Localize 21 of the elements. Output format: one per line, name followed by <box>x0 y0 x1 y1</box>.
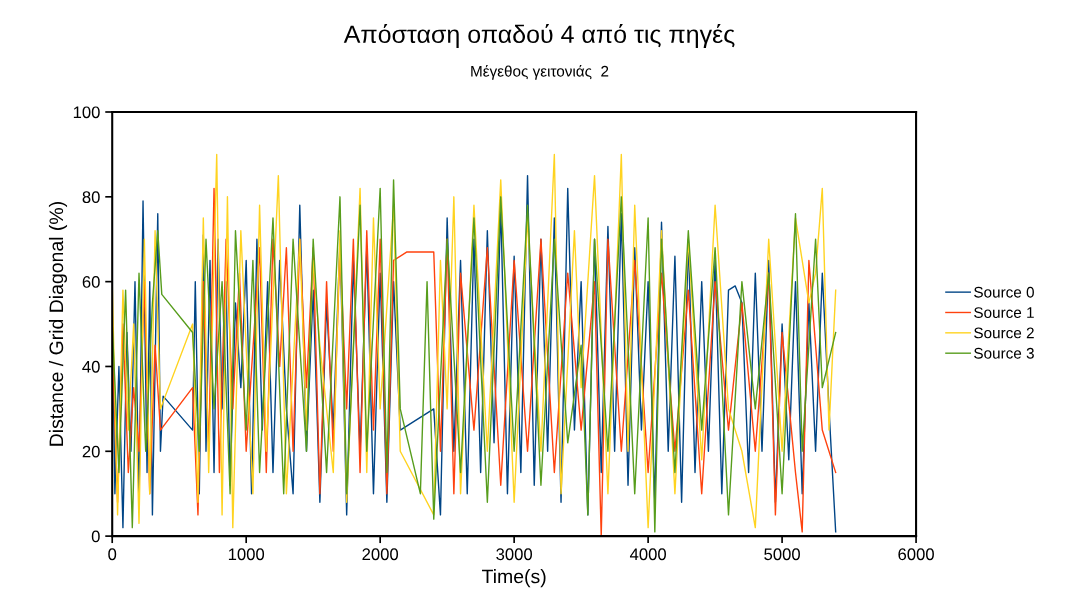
x-tick-label: 5000 <box>764 548 800 561</box>
y-tick-label: 20 <box>82 445 100 458</box>
legend-label: Source 1 <box>974 307 1034 318</box>
x-tick-label: 2000 <box>362 548 399 561</box>
x-axis-title: Time(s) <box>482 569 546 588</box>
x-tick-label: 4000 <box>629 548 667 561</box>
y-tick-label: 60 <box>82 276 100 288</box>
x-tick-label: 0 <box>108 548 117 561</box>
x-tick-label: 6000 <box>898 548 934 561</box>
legend-label: Source 3 <box>974 347 1034 359</box>
y-tick-label: 40 <box>82 360 100 373</box>
x-tick-label: 3000 <box>496 548 533 561</box>
chart-title: Απόσταση οπαδού 4 από τις πηγές <box>343 24 735 49</box>
y-axis-title: Distance / Grid Diagonal (%) <box>48 202 68 446</box>
y-tick-label: 100 <box>73 106 100 119</box>
y-tick-label: 80 <box>82 191 100 204</box>
legend-label: Source 2 <box>974 327 1034 339</box>
legend-label: Source 0 <box>974 286 1034 298</box>
chart-subtitle: Μέγεθος γειτονιάς 2 <box>471 64 609 80</box>
y-tick-label: 0 <box>91 530 100 543</box>
x-tick-label: 1000 <box>228 548 265 561</box>
